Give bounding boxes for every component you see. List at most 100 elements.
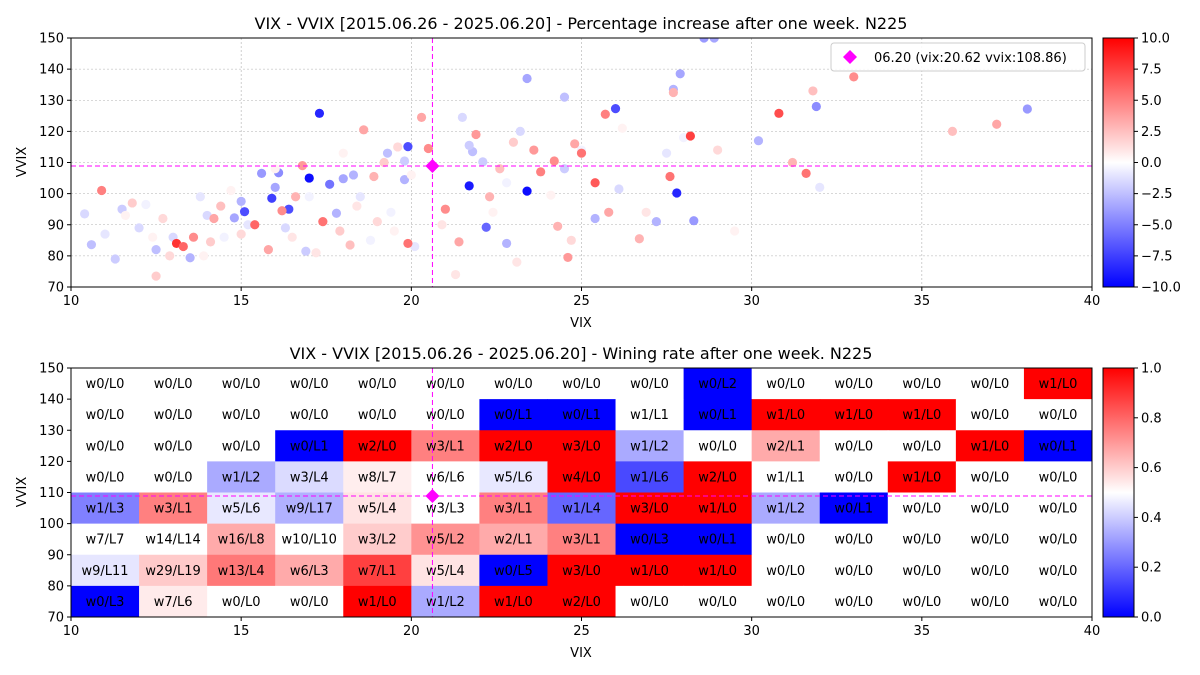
heatmap-cell-label: w0/L0 [971,564,1010,579]
heatmap-cell-label: w1/L0 [766,408,805,423]
scatter-point [992,119,1002,129]
scatter-point [634,234,644,244]
scatter-point [311,248,321,258]
colorbar-tick-label: −10.0 [1141,281,1181,296]
scatter-point [464,181,474,191]
heatmap-cell-label: w14/L14 [145,533,200,548]
scatter-point [355,192,365,202]
heatmap-cell [71,492,140,525]
heatmap-cell [1023,554,1093,587]
heatmap-cell-label: w0/L0 [902,564,941,579]
heatmap-cell-label: w0/L0 [494,377,533,392]
scatter-point [379,157,389,168]
scatter-point [263,245,273,255]
heatmap-cell-label: w3/L1 [426,439,465,454]
legend-box [830,42,1086,72]
heatmap-cell [275,399,344,431]
scatter-point [134,223,144,233]
scatter-point [158,213,168,224]
heatmap-cell-label: w2/L0 [358,439,397,454]
heatmap-cell-label: w0/L0 [971,408,1010,423]
scatter-point [287,232,297,242]
scatter-point [165,251,175,261]
heatmap-cell-label: w0/L0 [154,408,193,423]
scatter-point [672,188,682,198]
heatmap-cell-label: w0/L1 [290,439,329,454]
scatter-point [485,192,495,202]
heatmap-cell-label: w6/L6 [426,470,465,485]
heatmap-cell-label: w3/L1 [154,502,193,517]
heatmap-cell-label: w0/L0 [902,533,941,548]
scatter-chart: VIX - VVIX [2015.06.26 - 2025.06.20] - P… [15,14,1181,331]
heatmap-cell [683,585,753,618]
heatmap-cell-label: w0/L0 [154,377,193,392]
scatter-point [713,145,723,155]
scatter-point [661,148,672,158]
y-tick-label: 90 [47,218,64,233]
heatmap-cell-label: w7/L1 [358,564,397,579]
colorbar-tick-label: −5.0 [1141,218,1173,233]
heatmap-cell-label: w0/L0 [358,377,397,392]
heatmap-cell [955,492,1025,525]
heatmap-cell-label: w1/L2 [426,595,465,610]
scatter-point [522,73,532,84]
heatmap-cell [139,399,208,431]
scatter-point [600,109,610,119]
heatmap-cell [887,492,957,525]
scatter-point [689,216,699,226]
heatmap-cell-label: w0/L0 [426,377,465,392]
scatter-point [801,168,811,178]
scatter-point [141,199,151,210]
scatter-point [811,101,821,112]
heatmap-cell [1023,399,1093,431]
heatmap-cell [955,585,1025,618]
heatmap-cell-label: w5/L2 [426,533,465,548]
scatter-point [80,209,90,219]
heatmap-cell [411,554,480,587]
scatter-grid [70,37,1093,288]
heatmap-cell-label: w0/L1 [1039,439,1078,454]
scatter-point [226,185,236,196]
heatmap-cell-label: w2/L1 [766,439,805,454]
heatmap-cell [479,523,548,556]
scatter-point [478,157,488,167]
scatter-point [774,108,784,118]
scatter-point [570,139,580,149]
scatter-point [440,204,450,214]
scatter-point [229,213,239,223]
heatmap-cell-label: w4/L0 [562,470,601,485]
x-tick-label: 10 [63,624,80,639]
heatmap-cell [955,399,1025,431]
x-tick-label: 20 [403,294,420,309]
heatmap-cell-label: w1/L0 [902,408,941,423]
scatter-point [270,164,280,174]
y-tick-label: 100 [39,517,64,532]
heatmap-cell [139,492,208,525]
heatmap-cell [139,430,208,462]
heatmap-cell [479,585,548,618]
heatmap-cell-label: w5/L4 [358,502,397,517]
heatmap-cell [887,554,957,587]
colorbar-tick-label: −7.5 [1141,249,1173,264]
heatmap-cell-label: w5/L6 [494,470,533,485]
heatmap-cell [955,461,1025,493]
heatmap-cell [1023,523,1093,556]
heatmap-cell [343,523,412,556]
heatmap-cell [887,461,957,493]
heatmap-cell-label: w0/L0 [358,408,397,423]
colorbar-tick-label: 0.4 [1141,511,1162,526]
heatmap-cell-label: w1/L0 [1039,377,1078,392]
heatmap-cell-label: w0/L1 [562,408,601,423]
scatter-point [450,269,461,280]
heatmap-cell [819,461,889,493]
scatter-point [345,240,355,250]
heatmap-cell-label: w1/L0 [630,564,669,579]
heatmap-cell-label: w1/L6 [630,470,669,485]
scatter-point [280,223,291,233]
y-tick-label: 90 [47,548,64,563]
scatter-point [730,226,740,236]
scatter-point [563,252,573,263]
heatmap-cell-label: w0/L0 [86,408,125,423]
heatmap-cell-label: w1/L0 [902,470,941,485]
scatter-point [325,179,335,189]
